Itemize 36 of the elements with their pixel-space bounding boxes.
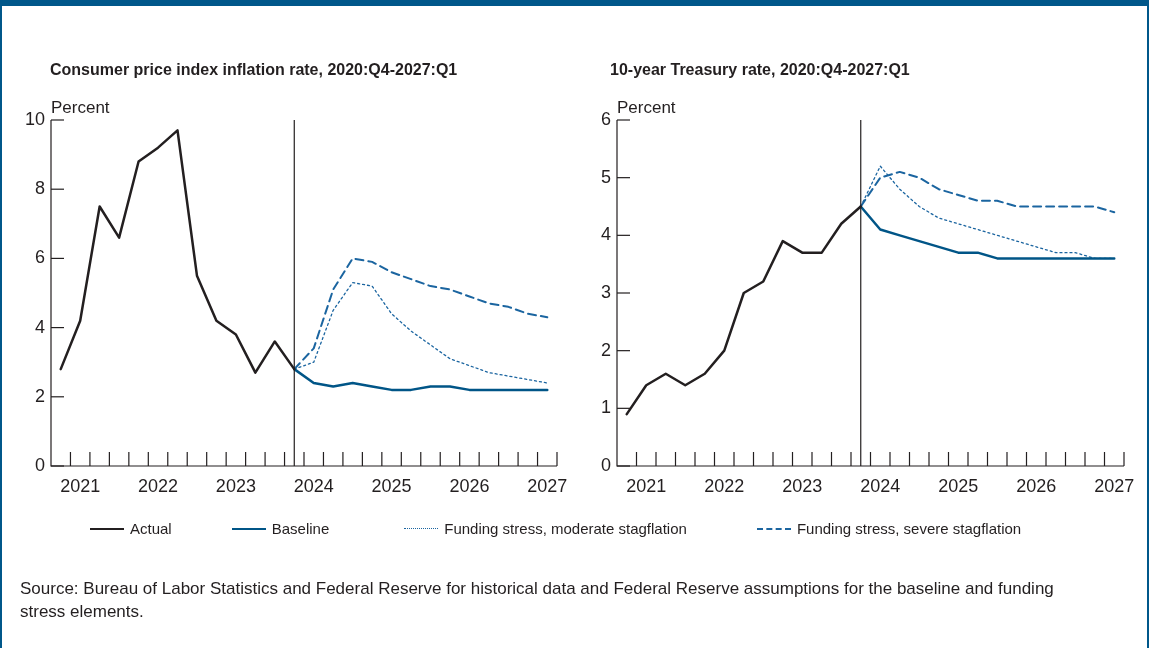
- legend-label: Funding stress, moderate stagflation: [444, 520, 687, 537]
- y-tick-label: 5: [600, 166, 611, 187]
- y-tick-label: 0: [600, 454, 611, 475]
- legend-label: Baseline: [271, 520, 330, 537]
- x-tick-label: 2022: [704, 475, 745, 496]
- x-tick-label: 2021: [60, 475, 101, 496]
- x-tick-label: 2027: [1094, 475, 1135, 496]
- x-tick-label: 2025: [371, 475, 412, 496]
- y-tick-label: 2: [600, 339, 611, 360]
- y-tick-label: 6: [34, 247, 45, 268]
- x-tick-label: 2026: [1016, 475, 1057, 496]
- x-tick-label: 2024: [293, 475, 334, 496]
- y-tick-label: 4: [34, 316, 45, 337]
- y-tick-label: 1: [600, 397, 611, 418]
- y-tick-label: 0: [34, 454, 45, 475]
- legend-label: Funding stress, severe stagflation: [796, 520, 1022, 537]
- chart-title: Consumer price index inflation rate, 2020:Q4-2027:Q1: [50, 61, 458, 79]
- x-tick-label: 2022: [138, 475, 179, 496]
- y-tick-label: 6: [600, 108, 611, 129]
- source-note: Source: Bureau of Labor Statistics and Federal Reserve for historical data and Federal Reserve assumptions for the baseline and funding stress elements.: [20, 578, 1055, 623]
- chart-title: 10-year Treasury rate, 2020:Q4-2027:Q1: [610, 61, 910, 79]
- legend-label: Actual: [130, 520, 172, 537]
- x-tick-label: 2024: [860, 475, 901, 496]
- y-axis-title: Percent: [51, 98, 110, 118]
- x-tick-label: 2025: [938, 475, 979, 496]
- x-tick-label: 2026: [449, 475, 490, 496]
- x-tick-label: 2027: [527, 475, 568, 496]
- y-tick-label: 10: [24, 108, 45, 129]
- y-axis-title: Percent: [617, 98, 676, 118]
- y-tick-label: 4: [600, 224, 611, 245]
- x-tick-label: 2021: [626, 475, 667, 496]
- x-tick-label: 2023: [215, 475, 256, 496]
- x-tick-label: 2023: [782, 475, 823, 496]
- y-tick-label: 2: [34, 385, 45, 406]
- y-tick-label: 8: [34, 178, 45, 199]
- y-tick-label: 3: [600, 281, 611, 302]
